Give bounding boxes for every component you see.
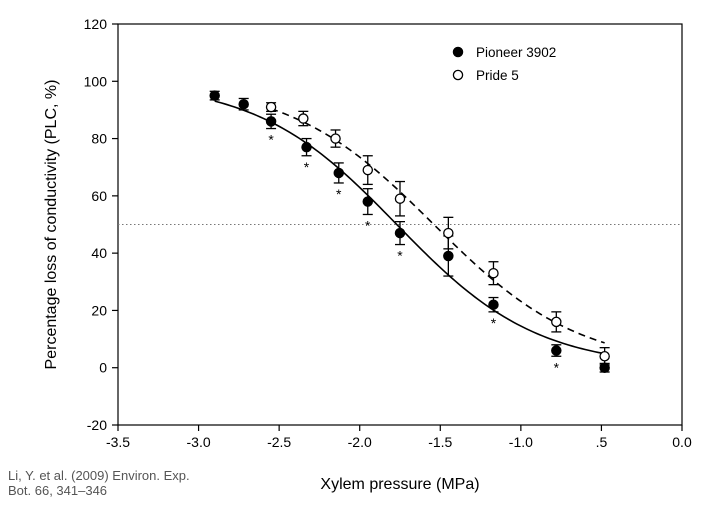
data-point-pioneer: [265, 116, 277, 127]
y-tick-label: 40: [91, 245, 107, 261]
y-tick-label: 80: [91, 131, 107, 147]
citation: Li, Y. et al. (2009) Environ. Exp. Bot. …: [8, 468, 248, 498]
y-tick-label: 20: [91, 302, 107, 318]
x-tick-label: -3.0: [187, 434, 211, 450]
x-tick-label: -1.5: [428, 434, 452, 450]
legend-marker-pride: [452, 69, 464, 81]
data-point-pioneer: [333, 167, 345, 179]
data-point-pioneer: [362, 196, 374, 207]
citation-line-2: Bot. 66, 341–346: [8, 483, 108, 498]
data-point-pride: [298, 113, 309, 124]
data-point-pioneer: [301, 141, 312, 153]
significance-star: *: [554, 359, 560, 375]
significance-star: *: [365, 217, 371, 233]
significance-star: *: [491, 315, 497, 331]
y-tick-label: 120: [84, 16, 108, 32]
fit-curve-pioneer: [214, 100, 605, 355]
significance-star: *: [304, 159, 310, 175]
data-point-pride: [443, 227, 454, 239]
data-point-pioneer: [488, 299, 499, 310]
legend-label-pride: Pride 5: [476, 68, 519, 83]
x-tick-label: -2.0: [348, 434, 372, 450]
data-point-pride: [599, 351, 610, 362]
x-tick-label: -1.0: [509, 434, 533, 450]
y-tick-label: -20: [87, 417, 107, 433]
data-point-pride: [265, 101, 277, 113]
data-point-pioneer: [443, 250, 454, 262]
data-point-pioneer: [209, 90, 220, 101]
plot-layer: -3.5 -3.0 -2.5 -2.0 -1.5 -1.0 .5 0.0 -20 0 20 40 60 8…: [84, 16, 692, 450]
x-tick-label: -2.5: [267, 434, 291, 450]
x-tick-label: -3.5: [106, 434, 130, 450]
data-point-pioneer: [394, 227, 406, 239]
x-tick-label: 0.0: [672, 434, 692, 450]
citation-line-1: Li, Y. et al. (2009) Environ. Exp.: [8, 468, 190, 483]
fit-curve-pride: [270, 108, 605, 344]
data-point-pride: [488, 267, 499, 279]
y-tick-label: 100: [84, 73, 108, 89]
y-axis-title: Percentage loss of conductivity (PLC, %): [43, 80, 60, 370]
data-point-pioneer: [238, 98, 249, 110]
y-tick-label: 60: [91, 188, 107, 204]
y-tick-label: 0: [99, 360, 107, 376]
legend-marker-pioneer: [452, 46, 464, 58]
data-point-pride: [330, 133, 341, 144]
data-point-pride: [551, 316, 562, 328]
significance-star: *: [336, 186, 342, 202]
data-point-pride: [362, 164, 374, 176]
significance-star: *: [268, 132, 274, 148]
x-axis-title: Xylem pressure (MPa): [320, 476, 479, 493]
data-point-pride: [394, 193, 406, 204]
data-point-pioneer: [551, 345, 562, 356]
legend-label-pioneer: Pioneer 3902: [476, 45, 556, 60]
x-tick-label: .5: [596, 434, 608, 450]
significance-star: *: [397, 248, 403, 264]
